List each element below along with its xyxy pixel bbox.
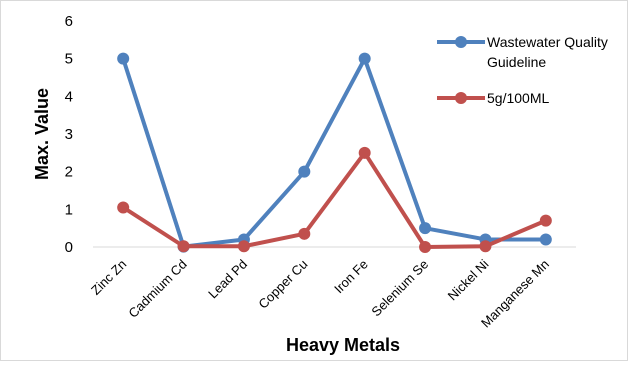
y-axis-title: Max. Value bbox=[32, 88, 52, 180]
series-1 bbox=[117, 52, 552, 253]
data-point bbox=[237, 240, 250, 253]
data-point bbox=[419, 222, 432, 235]
y-tick-label: 6 bbox=[65, 13, 73, 30]
y-tick-label: 4 bbox=[65, 88, 73, 105]
legend-marker bbox=[455, 36, 467, 48]
y-tick-label: 0 bbox=[65, 239, 73, 256]
data-point bbox=[539, 214, 552, 227]
x-tick-label: Nickel Ni bbox=[445, 256, 492, 303]
series-2 bbox=[117, 146, 552, 253]
x-tick-label: Iron Fe bbox=[331, 257, 371, 297]
data-point bbox=[117, 52, 130, 65]
x-tick-label: Cadmium Cd bbox=[125, 257, 189, 321]
x-tick-label: Lead Pd bbox=[205, 257, 250, 302]
data-point bbox=[479, 240, 492, 253]
data-point bbox=[358, 146, 371, 159]
data-point bbox=[539, 233, 552, 246]
series-layer bbox=[117, 52, 552, 253]
data-point bbox=[298, 165, 311, 178]
legend-item-1: Wastewater Quality Guideline bbox=[437, 34, 608, 70]
x-tick-label: Zinc Zn bbox=[88, 257, 129, 298]
legend-label: 5g/100ML bbox=[487, 90, 549, 106]
data-point bbox=[177, 240, 190, 253]
data-point bbox=[117, 201, 130, 214]
data-point bbox=[358, 52, 371, 65]
x-axis-title: Heavy Metals bbox=[286, 335, 400, 355]
y-axis: 0 1 2 3 4 5 6 bbox=[65, 13, 73, 256]
data-point bbox=[419, 241, 432, 253]
y-tick-label: 1 bbox=[65, 201, 73, 218]
data-point bbox=[298, 227, 311, 240]
legend-label: Guideline bbox=[487, 54, 546, 70]
legend: Wastewater Quality Guideline 5g/100ML bbox=[437, 34, 608, 106]
y-tick-label: 2 bbox=[65, 164, 73, 181]
legend-marker bbox=[455, 92, 467, 104]
series-line bbox=[121, 56, 546, 249]
y-tick-label: 5 bbox=[65, 51, 73, 68]
legend-label: Wastewater Quality bbox=[487, 34, 608, 50]
series-line bbox=[122, 150, 547, 249]
x-tick-label: Copper Cu bbox=[255, 257, 310, 312]
legend-item-2: 5g/100ML bbox=[437, 90, 549, 106]
y-tick-label: 3 bbox=[65, 126, 73, 143]
x-tick-label: Selenium Se bbox=[368, 257, 431, 320]
